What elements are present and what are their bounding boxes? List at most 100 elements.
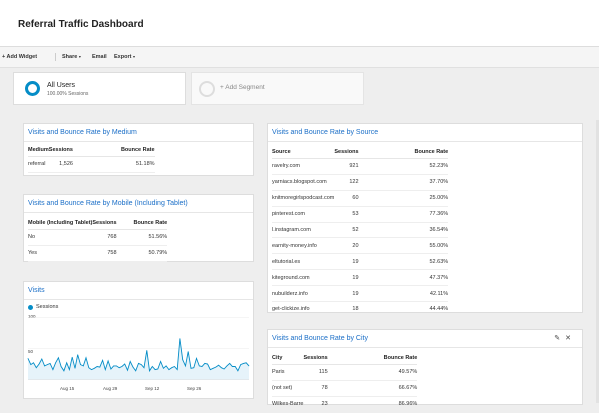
data-point[interactable] <box>176 369 178 370</box>
data-point[interactable] <box>187 351 189 352</box>
cell[interactable]: get-clickize.info <box>272 301 335 318</box>
data-point[interactable] <box>96 366 98 367</box>
cell[interactable]: knitmoregirlspodcast.com <box>272 190 335 207</box>
add-widget-button[interactable]: + Add Widget <box>2 54 38 60</box>
email-button[interactable]: Email <box>92 54 107 60</box>
data-point[interactable] <box>85 357 87 359</box>
data-point[interactable] <box>204 363 206 364</box>
data-point[interactable] <box>212 368 214 369</box>
data-point[interactable] <box>116 365 117 367</box>
data-point[interactable] <box>99 366 101 368</box>
cell[interactable]: (not set) <box>272 380 304 397</box>
data-point[interactable] <box>49 363 51 364</box>
data-point[interactable] <box>223 368 225 370</box>
segment-all-users[interactable]: All Users 100.00% Sessions <box>13 72 186 105</box>
data-point[interactable] <box>55 362 56 364</box>
column-header[interactable]: Bounce Rate <box>414 145 449 159</box>
data-point[interactable] <box>199 365 200 367</box>
cell[interactable]: earnity-money.info <box>272 237 335 255</box>
data-point[interactable] <box>207 363 208 365</box>
data-point[interactable] <box>74 368 76 369</box>
data-point[interactable] <box>107 360 109 362</box>
cell[interactable]: yarniacs.blogspot.com <box>272 174 335 191</box>
cell[interactable]: No <box>28 229 93 246</box>
data-point[interactable] <box>163 368 164 369</box>
data-point[interactable] <box>121 366 123 367</box>
data-point[interactable] <box>88 367 90 368</box>
widget-title[interactable]: Visits and Bounce Rate by Source <box>272 129 379 136</box>
data-point[interactable] <box>44 365 45 367</box>
close-icon[interactable]: ✕ <box>565 335 576 342</box>
data-point[interactable] <box>226 365 228 367</box>
data-point[interactable] <box>165 365 167 367</box>
data-point[interactable] <box>118 367 120 368</box>
data-point[interactable] <box>27 358 29 359</box>
column-header[interactable]: Bounce Rate <box>383 351 418 365</box>
widget-title[interactable]: Visits and Bounce Rate by Medium <box>28 129 137 136</box>
cell[interactable]: nubuilderz.info <box>272 285 335 303</box>
data-point[interactable] <box>66 362 67 364</box>
column-header[interactable]: Bounce Rate <box>120 143 155 157</box>
data-point[interactable] <box>69 369 70 370</box>
data-point[interactable] <box>141 364 142 365</box>
data-point[interactable] <box>113 365 114 367</box>
data-point[interactable] <box>47 364 48 365</box>
data-point[interactable] <box>33 362 34 364</box>
data-point[interactable] <box>190 368 192 369</box>
data-point[interactable] <box>124 363 125 365</box>
data-point[interactable] <box>193 367 195 368</box>
data-point[interactable] <box>80 364 81 365</box>
data-point[interactable] <box>221 367 222 368</box>
column-header[interactable]: City <box>272 351 304 365</box>
data-point[interactable] <box>129 361 131 362</box>
column-header[interactable]: Sessions <box>334 145 415 159</box>
data-point[interactable] <box>77 354 78 355</box>
data-point[interactable] <box>146 350 148 351</box>
data-point[interactable] <box>110 368 112 370</box>
data-point[interactable] <box>215 366 217 368</box>
data-point[interactable] <box>174 366 175 367</box>
column-header[interactable]: Sessions <box>92 216 134 230</box>
column-header[interactable]: Bounce Rate <box>133 216 168 230</box>
pencil-icon[interactable]: ✎ <box>554 335 566 342</box>
column-header[interactable]: Sessions <box>48 143 121 157</box>
export-button[interactable]: Export ▾ <box>114 54 135 60</box>
data-point[interactable] <box>154 369 156 370</box>
data-point[interactable] <box>232 366 233 367</box>
cell[interactable]: ravelry.com <box>272 158 335 175</box>
data-point[interactable] <box>182 359 183 360</box>
add-segment-button[interactable]: + Add Segment <box>191 72 364 105</box>
data-point[interactable] <box>229 363 230 364</box>
widget-title[interactable]: Visits and Bounce Rate by Mobile (Includ… <box>28 200 188 207</box>
data-point[interactable] <box>243 363 244 364</box>
cell[interactable]: eltutorial.es <box>272 253 335 271</box>
data-point[interactable] <box>83 365 84 367</box>
data-point[interactable] <box>63 370 65 372</box>
cell[interactable]: Paris <box>272 364 304 381</box>
data-point[interactable] <box>52 369 54 370</box>
cell[interactable]: kiteground.com <box>272 269 335 287</box>
data-point[interactable] <box>179 338 181 339</box>
cell[interactable]: pinterest.com <box>272 206 335 223</box>
data-point[interactable] <box>248 365 250 367</box>
data-point[interactable] <box>218 364 219 366</box>
data-point[interactable] <box>237 370 239 372</box>
cell[interactable]: Wilkes-Barre <box>272 396 304 413</box>
data-point[interactable] <box>127 369 128 371</box>
data-point[interactable] <box>132 366 134 368</box>
data-point[interactable] <box>71 356 73 358</box>
data-point[interactable] <box>168 369 170 370</box>
cell[interactable]: referral <box>28 156 49 173</box>
data-point[interactable] <box>185 365 186 367</box>
data-point[interactable] <box>135 370 136 372</box>
column-header[interactable]: Source <box>272 145 335 159</box>
data-point[interactable] <box>157 368 159 370</box>
column-header[interactable]: Sessions <box>303 351 384 365</box>
data-point[interactable] <box>234 366 236 367</box>
data-point[interactable] <box>171 367 172 368</box>
column-header[interactable]: Medium <box>28 143 49 157</box>
cell[interactable]: Yes <box>28 245 93 262</box>
data-point[interactable] <box>240 364 241 365</box>
data-point[interactable] <box>36 367 37 368</box>
data-point[interactable] <box>245 362 247 364</box>
